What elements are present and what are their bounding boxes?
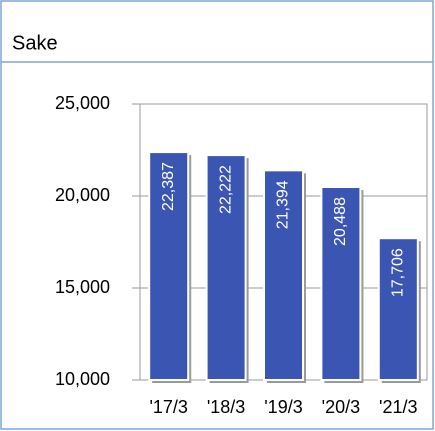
data-label: 20,488 xyxy=(332,197,349,246)
data-label: 22,222 xyxy=(217,165,234,214)
x-tick-label: '17/3 xyxy=(149,397,187,417)
y-tick-label: 20,000 xyxy=(55,185,110,205)
x-tick-label: '20/3 xyxy=(322,397,360,417)
bar xyxy=(320,186,362,381)
y-tick-label: 10,000 xyxy=(55,369,110,389)
data-label: 22,387 xyxy=(160,162,177,211)
bar xyxy=(377,237,419,381)
data-label: 21,394 xyxy=(275,180,292,229)
y-tick-label: 25,000 xyxy=(55,93,110,113)
x-tick-label: '19/3 xyxy=(264,397,302,417)
bar xyxy=(148,151,190,381)
chart-title: Sake xyxy=(12,32,58,54)
data-label: 17,706 xyxy=(390,248,407,297)
bar xyxy=(262,169,305,381)
x-tick-label: '18/3 xyxy=(207,397,245,417)
y-tick-label: 15,000 xyxy=(55,277,110,297)
bar xyxy=(205,154,247,381)
x-tick-label: '21/3 xyxy=(379,397,417,417)
